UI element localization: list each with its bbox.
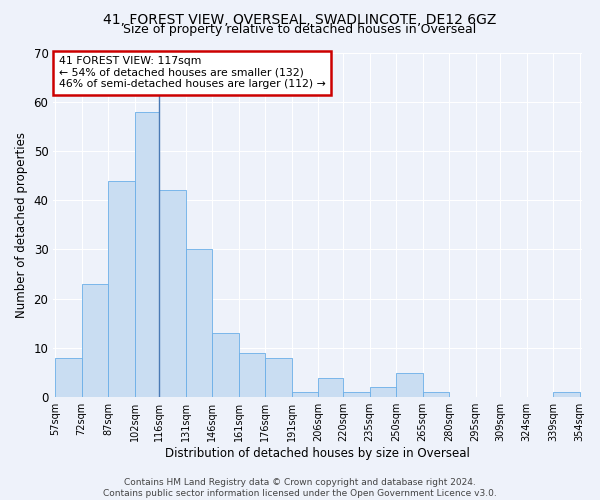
Bar [265,358,292,397]
Bar [396,372,422,397]
Bar [108,180,134,397]
Text: Size of property relative to detached houses in Overseal: Size of property relative to detached ho… [124,22,476,36]
Bar [134,112,159,397]
Bar [239,353,265,397]
Bar [319,378,343,397]
Bar [292,392,319,397]
Bar [159,190,186,397]
Bar [422,392,449,397]
Bar [82,284,108,397]
Bar [212,333,239,397]
Bar [343,392,370,397]
Bar [186,250,212,397]
X-axis label: Distribution of detached houses by size in Overseal: Distribution of detached houses by size … [165,447,470,460]
Bar [370,388,396,397]
Text: 41 FOREST VIEW: 117sqm
← 54% of detached houses are smaller (132)
46% of semi-de: 41 FOREST VIEW: 117sqm ← 54% of detached… [59,56,325,89]
Text: Contains HM Land Registry data © Crown copyright and database right 2024.
Contai: Contains HM Land Registry data © Crown c… [103,478,497,498]
Bar [55,358,82,397]
Text: 41, FOREST VIEW, OVERSEAL, SWADLINCOTE, DE12 6GZ: 41, FOREST VIEW, OVERSEAL, SWADLINCOTE, … [103,12,497,26]
Y-axis label: Number of detached properties: Number of detached properties [15,132,28,318]
Bar [553,392,580,397]
